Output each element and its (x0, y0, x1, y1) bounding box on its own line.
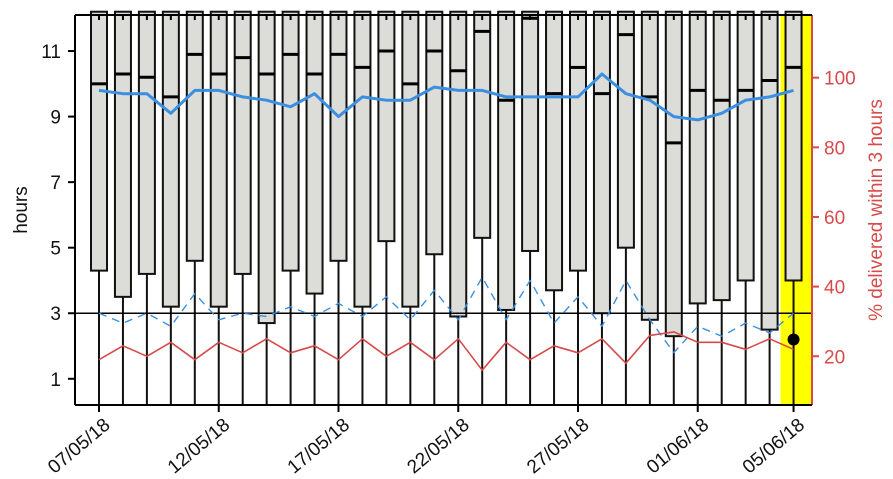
box (281, 10, 300, 272)
y-tick-label: 3 (50, 304, 61, 325)
y-axis-title: hours (11, 186, 32, 234)
box (784, 10, 803, 282)
box (760, 10, 779, 331)
box (425, 10, 444, 256)
box (377, 10, 396, 243)
x-tick-label: 05/06/18 (739, 415, 809, 479)
y2-tick-label: 80 (824, 138, 845, 159)
box-layer (90, 10, 803, 405)
box (209, 10, 228, 308)
box (545, 10, 564, 292)
x-tick-label: 27/05/18 (523, 415, 593, 479)
y-tick-label: 9 (50, 108, 61, 129)
x-tick-label: 17/05/18 (284, 415, 354, 479)
x-tick-label: 07/05/18 (44, 415, 114, 479)
box (329, 10, 348, 262)
box (592, 10, 611, 315)
box (353, 10, 372, 308)
x-tick-label: 01/06/18 (643, 415, 713, 479)
y-tick-label: 11 (41, 42, 61, 63)
box (161, 10, 180, 308)
box (569, 10, 587, 272)
box (233, 10, 252, 275)
x-tick-label: 12/05/18 (164, 415, 234, 479)
y-tick-label: 1 (50, 370, 61, 391)
y2-tick-label: 60 (824, 208, 845, 229)
box (521, 10, 540, 252)
x-tick-label: 22/05/18 (404, 415, 474, 479)
series-line-2 (98, 331, 794, 372)
box (712, 10, 731, 302)
box (688, 10, 707, 305)
box (257, 10, 276, 325)
box (736, 10, 755, 282)
highlight-point (787, 333, 800, 346)
box (305, 10, 324, 295)
box (137, 10, 156, 275)
y-tick-label: 5 (50, 239, 61, 260)
y2-tick-label: 100 (824, 69, 856, 90)
y2-tick-label: 40 (824, 278, 845, 299)
box (90, 10, 108, 272)
series-line-0 (98, 72, 794, 122)
box (616, 10, 635, 249)
box (664, 10, 683, 338)
box (185, 10, 204, 262)
box (449, 10, 468, 318)
box (473, 10, 492, 239)
y-tick-label: 7 (50, 173, 61, 194)
series-layer (98, 72, 800, 372)
y2-axis-title: % delivered within 3 hours (866, 99, 887, 321)
box (401, 10, 420, 308)
box (113, 10, 132, 298)
box (497, 10, 516, 311)
y2-tick-label: 20 (824, 347, 845, 368)
series-line-1 (98, 276, 794, 354)
box (640, 10, 659, 321)
